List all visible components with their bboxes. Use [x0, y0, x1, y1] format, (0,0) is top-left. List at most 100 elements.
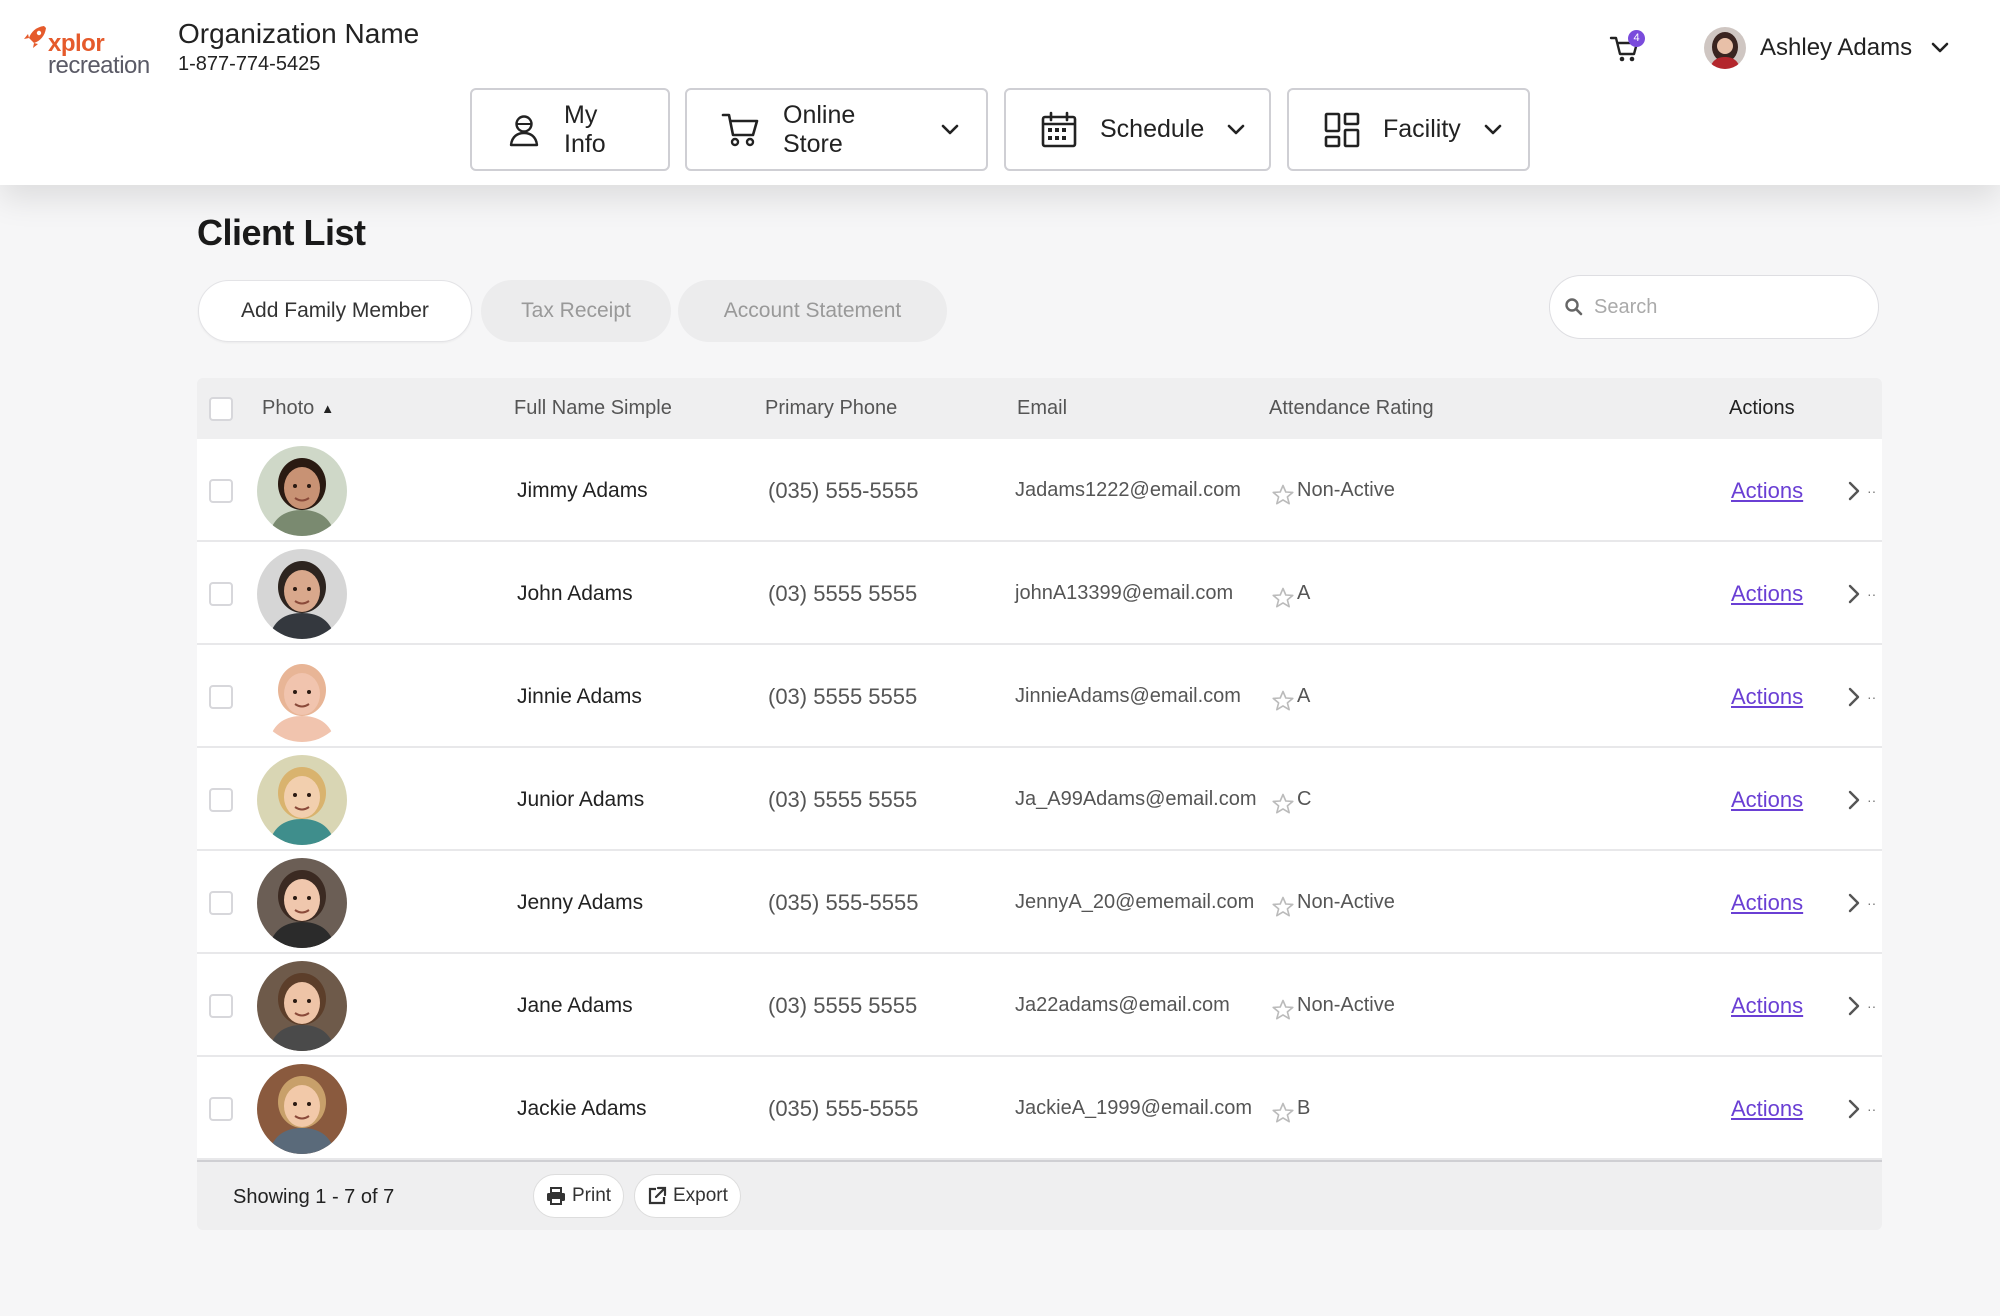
nav-facility[interactable]: Facility — [1287, 88, 1530, 171]
primary-phone: (03) 5555 5555 — [768, 683, 918, 709]
row-checkbox[interactable] — [209, 993, 233, 1018]
attendance-rating-cell: Non-Active — [1271, 851, 1395, 954]
print-button[interactable]: Print — [533, 1174, 625, 1218]
actions-link[interactable]: Actions — [1731, 889, 1804, 915]
row-expand[interactable]: ·· — [1847, 542, 1876, 645]
chevron-down-icon — [1931, 42, 1949, 53]
column-header-photo[interactable]: Photo ▲ — [262, 378, 334, 439]
search-input[interactable] — [1594, 295, 1844, 319]
chevron-down-icon — [1483, 123, 1503, 137]
column-header-primary-phone[interactable]: Primary Phone — [765, 397, 898, 419]
row-checkbox[interactable] — [209, 581, 233, 606]
chevron-down-icon — [940, 123, 960, 137]
row-checkbox-cell — [209, 851, 233, 954]
primary-phone: (035) 555-5555 — [768, 477, 919, 503]
sort-ascending-icon: ▲ — [321, 401, 335, 416]
avatar — [257, 754, 347, 845]
nav-label: Online Store — [783, 100, 856, 158]
actions-cell: Actions — [1731, 645, 1803, 748]
table-row[interactable]: Jinnie Adams (03) 5555 5555 JinnieAdams@… — [197, 645, 1882, 748]
row-checkbox[interactable] — [209, 787, 233, 812]
row-expand[interactable]: ·· — [1847, 439, 1876, 542]
row-checkbox[interactable] — [209, 1096, 233, 1121]
actions-cell: Actions — [1731, 542, 1803, 645]
row-expand[interactable]: ·· — [1847, 1057, 1876, 1160]
row-expand[interactable]: ·· — [1847, 645, 1876, 748]
select-all-checkbox[interactable] — [209, 396, 233, 421]
table-row[interactable]: Jackie Adams (035) 555-5555 JackieA_1999… — [197, 1057, 1882, 1160]
table-header: Photo ▲ Full Name Simple Primary Phone E… — [197, 378, 1882, 439]
row-checkbox-cell — [209, 645, 233, 748]
chevron-right-icon — [1848, 893, 1860, 912]
chevron-right-icon — [1848, 996, 1860, 1015]
add-family-member-button[interactable]: Add Family Member — [198, 280, 472, 342]
email: JinnieAdams@email.com — [1015, 685, 1241, 707]
table-row[interactable]: Jane Adams (03) 5555 5555 Ja22adams@emai… — [197, 954, 1882, 1057]
star-icon — [1272, 484, 1294, 504]
row-checkbox[interactable] — [209, 684, 233, 709]
more-dots-icon: ·· — [1867, 791, 1877, 808]
table-row[interactable]: John Adams (03) 5555 5555 johnA13399@ema… — [197, 542, 1882, 645]
column-header-email[interactable]: Email — [1017, 397, 1068, 419]
nav-label: My Info — [564, 100, 606, 158]
chevron-down-icon — [1226, 123, 1246, 137]
column-header-attendance-rating[interactable]: Attendance Rating — [1269, 397, 1434, 419]
avatar — [257, 960, 347, 1051]
cart-button[interactable]: 4 — [1608, 30, 1648, 68]
photo-cell — [257, 542, 347, 645]
table-row[interactable]: Jimmy Adams (035) 555-5555 Jadams1222@em… — [197, 439, 1882, 542]
attendance-rating-cell: A — [1271, 542, 1310, 645]
export-label: Export — [673, 1185, 728, 1206]
nav-my-info[interactable]: My Info — [470, 88, 670, 171]
star-icon — [1272, 793, 1294, 813]
actions-link[interactable]: Actions — [1731, 683, 1804, 709]
more-dots-icon: ·· — [1867, 1100, 1877, 1117]
full-name: Jinnie Adams — [517, 684, 642, 708]
external-link-icon — [648, 1186, 667, 1205]
primary-phone: (035) 555-5555 — [768, 1095, 919, 1121]
actions-link[interactable]: Actions — [1731, 580, 1804, 606]
email: Jadams1222@email.com — [1015, 479, 1241, 501]
primary-phone: (03) 5555 5555 — [768, 992, 918, 1018]
attendance-rating: C — [1297, 788, 1312, 810]
chevron-right-icon — [1848, 1099, 1860, 1118]
row-expand[interactable]: ·· — [1847, 851, 1876, 954]
primary-phone: (03) 5555 5555 — [768, 580, 918, 606]
actions-link[interactable]: Actions — [1731, 1095, 1804, 1121]
row-checkbox-cell — [209, 954, 233, 1057]
tax-receipt-button[interactable]: Tax Receipt — [481, 280, 671, 342]
nav-schedule[interactable]: Schedule — [1004, 88, 1271, 171]
row-expand[interactable]: ·· — [1847, 954, 1876, 1057]
attendance-rating-cell: C — [1271, 748, 1311, 851]
actions-link[interactable]: Actions — [1731, 477, 1804, 503]
user-menu[interactable]: Ashley Adams — [1704, 26, 1950, 70]
user-icon — [506, 112, 542, 148]
row-checkbox-cell — [209, 542, 233, 645]
row-checkbox[interactable] — [209, 890, 233, 915]
actions-link[interactable]: Actions — [1731, 786, 1804, 812]
print-label: Print — [572, 1185, 612, 1206]
cart-icon — [721, 111, 761, 149]
chevron-right-icon — [1848, 687, 1860, 706]
table-row[interactable]: Junior Adams (03) 5555 5555 Ja_A99Adams@… — [197, 748, 1882, 851]
search-box — [1549, 275, 1879, 339]
star-icon — [1272, 690, 1294, 710]
xplor-logo[interactable]: xplor recreation — [22, 24, 162, 80]
email: JennyA_20@ememail.com — [1015, 891, 1255, 913]
actions-cell: Actions — [1731, 954, 1803, 1057]
column-header-full-name[interactable]: Full Name Simple — [514, 397, 672, 419]
attendance-rating: Non-Active — [1297, 891, 1395, 913]
column-header-label: Photo — [262, 397, 315, 419]
primary-phone: (03) 5555 5555 — [768, 786, 918, 812]
full-name: Jane Adams — [517, 993, 633, 1017]
user-name: Ashley Adams — [1760, 34, 1913, 61]
star-icon — [1272, 896, 1294, 916]
actions-link[interactable]: Actions — [1731, 992, 1804, 1018]
nav-online-store[interactable]: Online Store — [685, 88, 988, 171]
row-checkbox[interactable] — [209, 478, 233, 503]
row-expand[interactable]: ·· — [1847, 748, 1876, 851]
account-statement-button[interactable]: Account Statement — [678, 280, 947, 342]
export-button[interactable]: Export — [634, 1174, 741, 1218]
table-footer: Showing 1 - 7 of 7 Print Export — [197, 1160, 1882, 1230]
table-row[interactable]: Jenny Adams (035) 555-5555 JennyA_20@eme… — [197, 851, 1882, 954]
